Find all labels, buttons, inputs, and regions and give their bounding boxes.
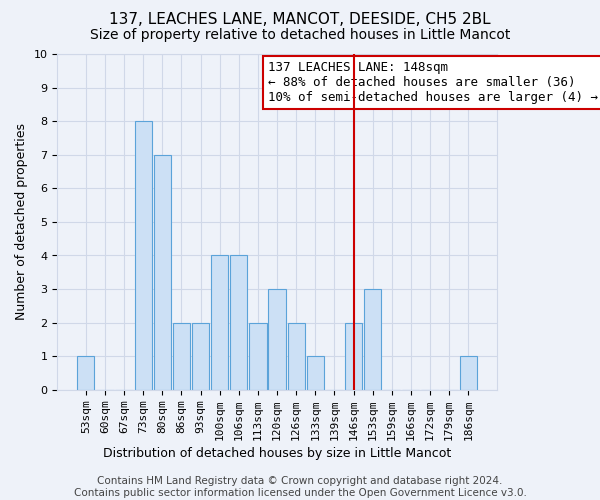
Bar xyxy=(250,322,266,390)
Bar xyxy=(364,289,381,390)
Bar xyxy=(307,356,324,390)
Text: 137 LEACHES LANE: 148sqm
← 88% of detached houses are smaller (36)
10% of semi-d: 137 LEACHES LANE: 148sqm ← 88% of detach… xyxy=(268,60,598,104)
Text: 137, LEACHES LANE, MANCOT, DEESIDE, CH5 2BL: 137, LEACHES LANE, MANCOT, DEESIDE, CH5 … xyxy=(109,12,491,28)
Bar xyxy=(460,356,477,390)
X-axis label: Distribution of detached houses by size in Little Mancot: Distribution of detached houses by size … xyxy=(103,447,451,460)
Bar xyxy=(211,256,228,390)
Bar xyxy=(77,356,94,390)
Bar xyxy=(230,256,247,390)
Text: Size of property relative to detached houses in Little Mancot: Size of property relative to detached ho… xyxy=(90,28,510,42)
Bar xyxy=(134,121,152,390)
Bar xyxy=(345,322,362,390)
Bar xyxy=(287,322,305,390)
Bar xyxy=(268,289,286,390)
Bar xyxy=(173,322,190,390)
Bar xyxy=(154,155,171,390)
Bar xyxy=(192,322,209,390)
Y-axis label: Number of detached properties: Number of detached properties xyxy=(15,124,28,320)
Text: Contains HM Land Registry data © Crown copyright and database right 2024.
Contai: Contains HM Land Registry data © Crown c… xyxy=(74,476,526,498)
